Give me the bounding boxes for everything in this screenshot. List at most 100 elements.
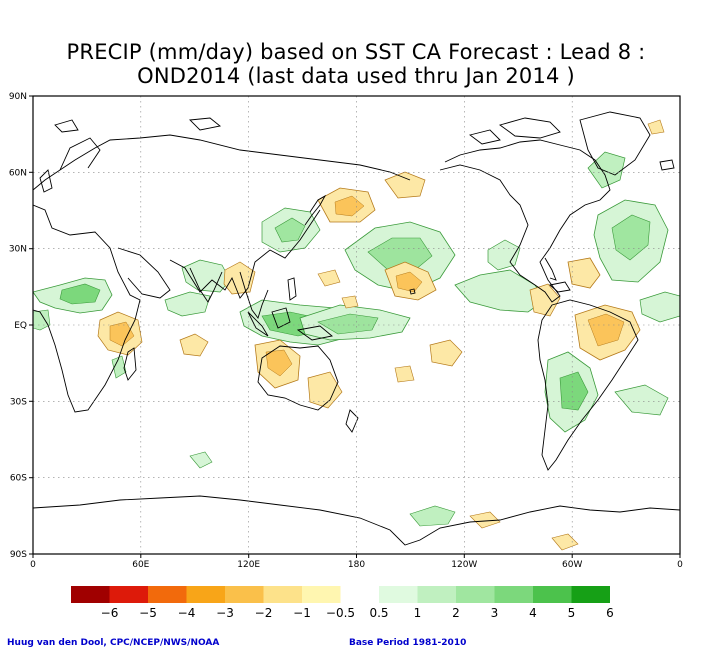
dry-region-se-asia [223,261,256,295]
legend-label: 4 [529,606,537,620]
coast-arabia [117,247,171,299]
wet-region-west-africa [33,309,51,331]
wet-region-north-atlantic-core [611,214,651,261]
legend-swatch [533,586,572,603]
lon-label-120w: 120W [451,560,477,570]
coast-new-zealand [345,409,359,433]
dry-region-indian-ocean [179,333,209,357]
legend-label: −4 [178,606,196,620]
chart-title-line-2: OND2014 (last data used thru Jan 2014 ) [137,64,575,88]
lon-label-60e: 60E [132,560,149,570]
coast-north-america [439,139,611,303]
dry-region-arctic [647,119,665,135]
legend-label: 5 [568,606,576,620]
coast-australia [257,345,339,411]
coast-antarctica [33,495,680,546]
lat-label-90n: 90N [9,92,27,102]
coast-florida [544,257,557,281]
legend-label: −2 [255,606,273,620]
lon-label-180: 180 [348,560,365,570]
coast-new-guinea [296,325,334,341]
coast-iceland [659,159,675,171]
dry-region-caribbean [529,283,561,317]
legend-label: 2 [452,606,460,620]
wet-region-east-asia-core [274,217,306,243]
wet-region-india [181,259,231,293]
coast-borneo [271,307,291,329]
lat-label-90s: 90S [10,550,27,560]
coast-svalbard [54,119,79,133]
legend-swatch [571,586,610,603]
coast-sumatra [247,311,269,337]
legend-label: 3 [491,606,499,620]
legend-label: −6 [101,606,119,620]
lat-label-30s: 30S [10,397,27,407]
lat-labels: 90N 60N 30N EQ 30S 60S 90S [9,92,27,560]
base-period-text: Base Period 1981-2010 [349,638,467,648]
legend-label: −1 [293,606,311,620]
lat-label-60n: 60N [9,168,27,178]
legend-label: −5 [139,606,157,620]
legend-label: 1 [414,606,422,620]
legend-label: 0.5 [369,606,388,620]
dry-region-south-pacific [429,339,463,367]
coast-europe [33,134,411,191]
coast-arctic-islands-2 [468,129,501,145]
legend-swatch [109,586,148,603]
wet-region-southern-ocean-1 [409,505,456,527]
legend-swatch [71,586,110,603]
dry-region-pacific-small-1 [317,269,341,287]
coast-uk [39,169,53,193]
dry-region-brazil-core [587,313,625,347]
credit-text: Huug van den Dool, CPC/NCEP/NWS/NOAA [7,638,220,648]
legend-swatch [225,586,264,603]
dry-region-central-pacific-core [395,271,423,293]
coast-philippines [287,277,297,301]
legend-swatch [340,586,379,603]
coast-indochina [239,271,269,319]
legend-swatch [456,586,495,603]
coast-hawaii [409,288,416,295]
lon-label-120e: 120E [237,560,260,570]
coast-eurasia-south [169,209,321,299]
coast-scandinavia [59,137,101,171]
legend-swatch [186,586,225,603]
coast-japan [304,194,327,226]
tick-marks [29,95,681,558]
dry-region-australia-core [265,349,293,377]
coast-arctic-islands [498,117,561,139]
dry-region-south-pacific-2 [394,365,415,383]
legend-swatch [302,586,341,603]
coast-madagascar [123,347,137,381]
coast-greenland [579,111,651,176]
wet-region-africa-core [59,283,101,305]
legend-colorbar: −6 −5 −4 −3 −2 −1 −0.5 0.5 1 2 3 4 5 6 [71,586,614,620]
chart-title-line-1: PRECIP (mm/day) based on SST CA Forecast… [66,40,646,64]
coastlines [33,111,680,546]
dry-region-sw-pacific [307,371,343,409]
legend-swatch [417,586,456,603]
legend-swatch [494,586,533,603]
coast-cuba [549,281,571,293]
lon-label-60w: 60W [562,560,582,570]
coast-south-america [537,299,639,471]
dry-region-aleutian [384,171,426,199]
legend-label: −0.5 [326,606,355,620]
lon-labels: 0 60E 120E 180 120W 60W 0 [30,560,683,570]
wet-region-south-atlantic [614,384,669,416]
legend-label: 6 [606,606,614,620]
wet-region-southern-ocean-2 [189,451,213,469]
coast-india [189,267,223,303]
lat-label-60s: 60S [10,474,27,484]
lon-label-0-right: 0 [677,560,683,570]
legend-label: −3 [216,606,234,620]
coast-arctic-asia [189,117,222,131]
lat-label-30n: 30N [9,245,27,255]
dry-region-atlantic-sub [567,257,601,289]
dry-region-central-africa-core [109,321,135,347]
dry-region-southern-ocean [551,533,579,551]
lat-label-eq: EQ [14,321,27,331]
legend-swatch [263,586,302,603]
wet-region-mexico [487,239,521,271]
